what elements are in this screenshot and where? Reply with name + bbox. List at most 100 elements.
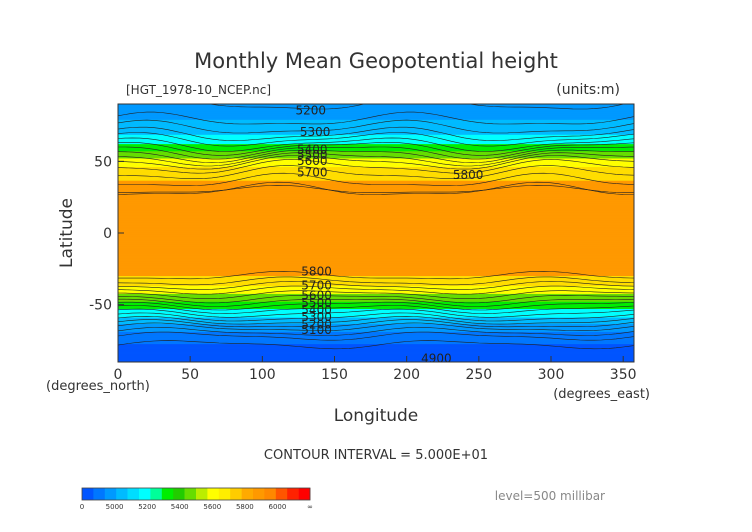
contour-band	[118, 228, 634, 231]
contour-band	[118, 147, 634, 150]
contour-band	[118, 352, 634, 354]
contour-band	[118, 308, 634, 310]
contour-band	[118, 286, 634, 289]
colorbar-tick-label: 5600	[203, 503, 221, 511]
contour-label: 5600	[297, 154, 328, 168]
contour-band	[118, 226, 634, 228]
colorbar-tick-label: 5800	[236, 503, 254, 511]
contour-band	[118, 269, 634, 271]
contour-band	[118, 195, 634, 197]
contour-label: 5400	[301, 303, 332, 317]
contour-band	[118, 289, 634, 291]
contour-band	[118, 247, 634, 249]
contour-band	[118, 302, 634, 304]
contour-band	[118, 300, 634, 302]
contour-label: 5700	[297, 165, 328, 179]
contour-band	[118, 225, 634, 228]
contour-band	[118, 278, 634, 281]
contour-band	[118, 323, 634, 325]
contour-band	[118, 184, 634, 187]
contour-band	[118, 114, 634, 117]
contour-band	[118, 259, 634, 261]
contour-band	[118, 227, 634, 230]
colorbar-segment	[230, 488, 242, 500]
contour-band	[118, 343, 634, 345]
contour-band	[118, 121, 634, 124]
x-tick-label: 250	[465, 367, 492, 383]
contour-band	[118, 238, 634, 240]
contour-band	[118, 202, 634, 204]
contour-band	[118, 291, 634, 294]
contour-band	[118, 245, 634, 248]
colorbar-segment	[161, 488, 174, 500]
contour-band	[118, 258, 634, 261]
contour-band	[118, 319, 634, 321]
contour-band	[118, 245, 634, 247]
contour-band	[118, 108, 634, 110]
contour-band	[118, 116, 634, 118]
colorbar-tick-label: 5200	[138, 503, 156, 511]
contour-band	[118, 303, 634, 305]
contour-line	[118, 270, 634, 280]
contour-band	[118, 126, 634, 128]
contour-band	[118, 212, 634, 215]
x-tick-label: 100	[249, 367, 276, 383]
contour-band	[118, 338, 634, 340]
contour-line	[118, 142, 634, 156]
contour-band	[118, 182, 634, 184]
contour-band	[118, 298, 634, 301]
contour-line	[118, 126, 634, 141]
contour-band	[118, 260, 634, 262]
colorbar-tick-label: 5400	[171, 503, 189, 511]
contour-band	[118, 234, 634, 236]
contour-band	[118, 220, 634, 222]
contour-band	[118, 345, 634, 347]
contour-band	[118, 213, 634, 215]
contour-band	[118, 307, 634, 309]
contour-band	[118, 236, 634, 238]
contour-band	[118, 214, 634, 216]
contour-band	[118, 162, 634, 165]
contour-band	[118, 287, 634, 289]
contour-band	[118, 156, 634, 158]
contour-band	[118, 290, 634, 292]
contour-band	[118, 316, 634, 319]
colorbar-segment	[241, 488, 254, 500]
contour-band	[118, 342, 634, 344]
contour-line	[118, 290, 634, 299]
contour-band	[118, 198, 634, 200]
contour-band	[118, 306, 634, 309]
contour-band	[118, 246, 634, 248]
contour-label: 5300	[300, 125, 331, 139]
contour-band	[118, 137, 634, 139]
contour-band	[118, 190, 634, 192]
contour-band	[118, 210, 634, 213]
colorbar-segment	[104, 488, 117, 500]
contour-band	[118, 209, 634, 211]
x-tick-label: 350	[610, 367, 637, 383]
contour-band	[118, 161, 634, 163]
contour-band	[118, 360, 634, 362]
contour-band	[118, 222, 634, 224]
contour-band	[118, 288, 634, 290]
contour-band	[118, 225, 634, 227]
contour-band	[118, 251, 634, 253]
contour-band	[118, 268, 634, 271]
contour-band	[118, 104, 634, 106]
contour-band	[118, 354, 634, 356]
contour-band	[118, 273, 634, 276]
contour-label: 4900	[421, 352, 452, 366]
contour-band	[118, 125, 634, 127]
contour-band	[118, 135, 634, 137]
contour-band	[118, 253, 634, 256]
contour-band	[118, 280, 634, 282]
contour-band	[118, 353, 634, 355]
contour-band	[118, 139, 634, 141]
contour-band	[118, 322, 634, 324]
contour-band	[118, 267, 634, 269]
contour-band	[118, 286, 634, 288]
colorbar-segment	[298, 488, 311, 500]
x-axis-label: Longitude	[334, 406, 419, 426]
contour-band	[118, 324, 634, 326]
contour-label: 5800	[301, 264, 332, 278]
